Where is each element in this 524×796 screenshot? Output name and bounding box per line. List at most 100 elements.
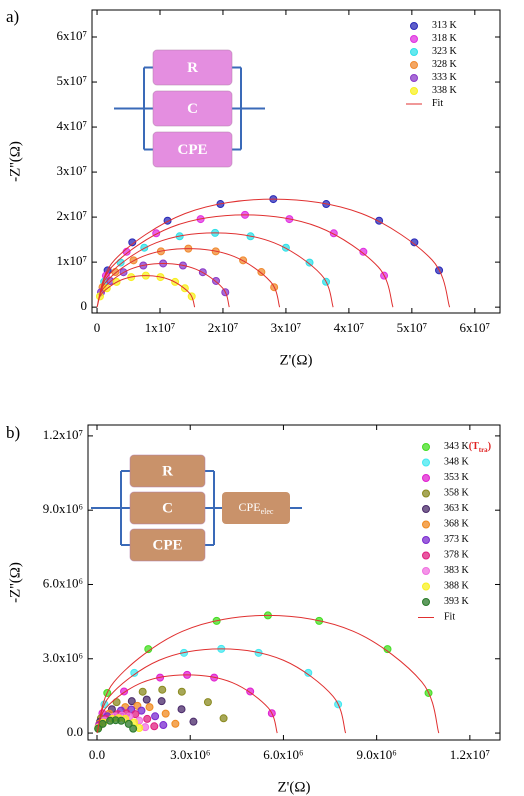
y-tick-label: 0: [81, 298, 88, 313]
circuit-element: [152, 131, 233, 168]
data-point: [151, 712, 160, 721]
data-point: [117, 716, 126, 725]
legend-marker: [422, 551, 430, 560]
legend-name: 373 K: [444, 534, 470, 545]
x-tick-label: 1x10⁷: [145, 320, 176, 335]
legend-label: 378 K: [444, 550, 470, 561]
legend-name: 358 K: [444, 488, 470, 499]
legend-name: 318 K: [432, 33, 458, 44]
legend-name: 348 K: [444, 457, 470, 468]
legend-marker: [422, 582, 430, 591]
data-point: [130, 668, 139, 677]
data-point: [159, 721, 168, 730]
legend-label: 333 K: [432, 72, 458, 83]
data-point: [171, 719, 180, 728]
data-point: [143, 714, 152, 723]
x-tick-label: 0: [94, 320, 101, 335]
data-point: [127, 697, 136, 706]
data-point: [189, 717, 198, 726]
data-point: [138, 687, 147, 696]
legend-label: 393 K: [444, 596, 470, 607]
legend-marker: [410, 87, 418, 95]
legend-marker: [422, 474, 430, 482]
x-tick-label: 6x10⁷: [460, 320, 491, 335]
data-point: [305, 258, 314, 267]
data-point: [257, 268, 266, 277]
data-point: [116, 258, 125, 267]
circuit-label: C: [187, 101, 198, 117]
legend-name: 393 K: [444, 596, 470, 607]
circuit-label: R: [187, 60, 198, 76]
data-point: [98, 719, 107, 728]
circuit-label: CPE: [153, 537, 183, 553]
x-tick-label: 2x10⁷: [208, 320, 239, 335]
legend-marker: [410, 22, 418, 30]
y-tick-label: 1.2x10⁷: [43, 427, 83, 442]
x-tick-label: 6.0x10⁶: [263, 747, 303, 762]
legend-label: 363 K: [444, 503, 470, 514]
legend-label: 343 K(Ttra): [444, 441, 491, 453]
legend-label: Fit: [444, 612, 455, 623]
y-tick-label: 0.0: [67, 724, 83, 739]
circuit-label: R: [162, 463, 173, 479]
legend-marker: [422, 489, 430, 498]
legend-marker: [422, 536, 430, 544]
legend-suffix: (T: [469, 441, 479, 452]
legend-label: 348 K: [444, 457, 470, 468]
data-point: [150, 722, 159, 731]
legend-name: 313 K: [432, 20, 458, 31]
legend-marker: [410, 74, 418, 82]
data-point: [124, 719, 133, 728]
legend-marker: [410, 35, 418, 43]
y-tick-label: 3x10⁷: [56, 163, 87, 178]
legend-label: 383 K: [444, 565, 470, 576]
panel-label: b): [6, 423, 20, 442]
x-tick-label: 3.0x10⁶: [170, 747, 210, 762]
circuit-element: [152, 90, 233, 127]
legend-name: 363 K: [444, 503, 470, 514]
legend-label: 368 K: [444, 519, 470, 530]
y-axis-label: -Z''(Ω): [7, 562, 23, 603]
legend-label: 353 K: [444, 472, 470, 483]
y-tick-label: 6x10⁷: [56, 28, 87, 43]
panel-label: a): [6, 7, 19, 26]
legend-name: 353 K: [444, 472, 470, 483]
data-point: [219, 714, 228, 723]
circuit-label: C: [162, 500, 173, 516]
data-point: [304, 668, 313, 677]
legend-name: 323 K: [432, 46, 458, 57]
data-point: [137, 706, 146, 715]
legend-label: 328 K: [432, 59, 458, 70]
x-axis-label: Z'(Ω): [277, 779, 310, 795]
circuit-label-main: CPE: [239, 500, 261, 514]
data-point: [158, 685, 167, 694]
y-tick-label: 3.0x10⁶: [43, 650, 83, 665]
legend-marker: [422, 598, 430, 606]
legend-name: 343 K: [444, 441, 470, 452]
legend-suffix-sub: tra: [479, 446, 488, 454]
y-tick-label: 1x10⁷: [56, 253, 87, 268]
circuit-element: [129, 454, 206, 488]
plot-frame: [87, 424, 501, 741]
circuit-label-sub: elec: [261, 507, 274, 516]
legend-label: 358 K: [444, 488, 470, 499]
data-point: [410, 238, 419, 247]
legend-label: 338 K: [432, 85, 458, 96]
fit-line: [96, 198, 451, 308]
legend-name: 378 K: [444, 550, 470, 561]
x-tick-label: 9.0x10⁶: [357, 747, 397, 762]
legend-name: 328 K: [432, 59, 458, 70]
y-tick-label: 4x10⁷: [56, 118, 87, 133]
data-point: [177, 687, 186, 696]
legend-marker: [422, 567, 430, 575]
x-tick-label: 5x10⁷: [397, 320, 428, 335]
circuit-element: [129, 491, 206, 525]
legend-marker: [422, 505, 430, 513]
circuit-element: [129, 528, 206, 562]
y-tick-label: 9.0x10⁶: [43, 501, 83, 516]
x-tick-label: 3x10⁷: [271, 320, 302, 335]
legend-name: Fit: [444, 612, 455, 623]
data-point: [359, 247, 368, 256]
